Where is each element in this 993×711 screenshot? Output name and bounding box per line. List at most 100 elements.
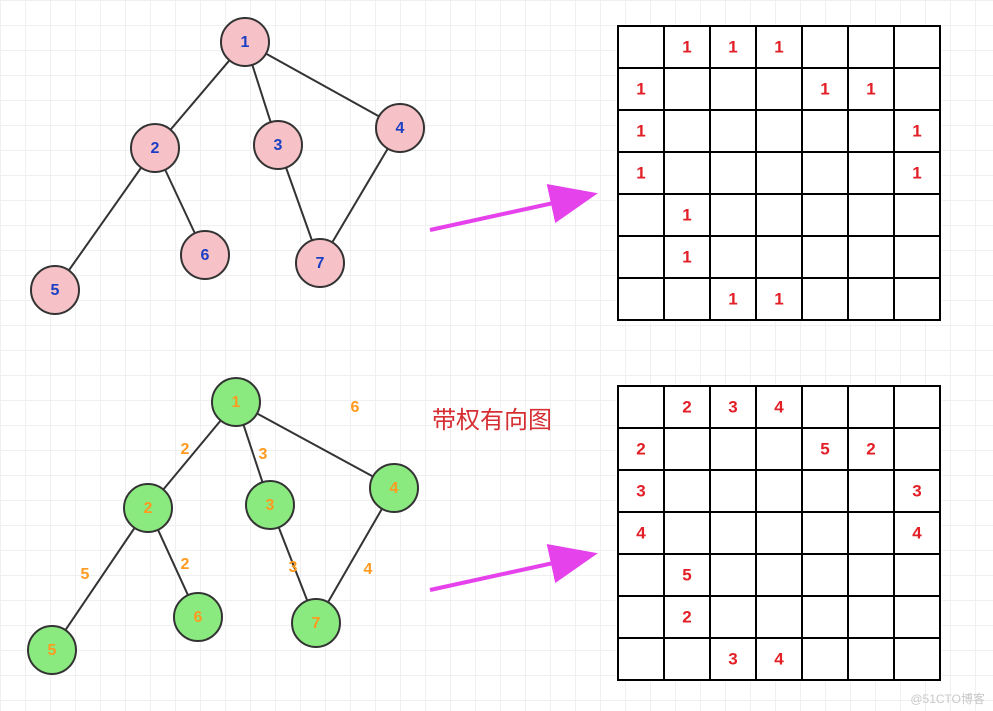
matrix-cell bbox=[664, 638, 710, 680]
matrix-cell bbox=[664, 278, 710, 320]
edge-weight: 6 bbox=[351, 399, 360, 416]
matrix-cell bbox=[756, 194, 802, 236]
matrix-cell bbox=[618, 236, 664, 278]
matrix-cell bbox=[802, 278, 848, 320]
matrix-cell bbox=[894, 596, 940, 638]
matrix-cell bbox=[618, 26, 664, 68]
matrix-cell bbox=[848, 152, 894, 194]
edge bbox=[171, 60, 230, 129]
matrix-cell bbox=[848, 554, 894, 596]
node-label: 3 bbox=[274, 137, 283, 154]
matrix-value: 2 bbox=[636, 439, 645, 458]
edge bbox=[328, 509, 382, 602]
matrix-value: 1 bbox=[682, 205, 691, 224]
node-label: 5 bbox=[48, 642, 57, 659]
matrix-cell bbox=[618, 554, 664, 596]
matrix-cell bbox=[618, 278, 664, 320]
edge-weight: 3 bbox=[259, 446, 268, 463]
matrix-cell bbox=[802, 152, 848, 194]
matrix-cell bbox=[894, 386, 940, 428]
matrix-cell bbox=[802, 554, 848, 596]
matrix-cell bbox=[802, 638, 848, 680]
matrix-value: 3 bbox=[912, 481, 921, 500]
matrix-cell bbox=[802, 512, 848, 554]
matrix-cell bbox=[618, 386, 664, 428]
matrix-cell bbox=[710, 596, 756, 638]
matrix-cell bbox=[710, 152, 756, 194]
matrix-cell bbox=[618, 638, 664, 680]
edge-weight: 2 bbox=[181, 441, 190, 458]
matrix-value: 2 bbox=[682, 397, 691, 416]
matrix-cell bbox=[848, 278, 894, 320]
edge bbox=[257, 413, 373, 476]
matrix-cell bbox=[894, 638, 940, 680]
watermark: @51CTO博客 bbox=[910, 690, 985, 707]
matrix-value: 1 bbox=[682, 37, 691, 56]
matrix-value: 3 bbox=[728, 397, 737, 416]
matrix-cell bbox=[894, 554, 940, 596]
matrix-cell bbox=[894, 428, 940, 470]
edge bbox=[332, 149, 388, 243]
edge-weight: 2 bbox=[181, 556, 190, 573]
node-label: 2 bbox=[144, 500, 153, 517]
matrix-value: 1 bbox=[636, 121, 645, 140]
matrix-cell bbox=[894, 68, 940, 110]
matrix-cell bbox=[710, 428, 756, 470]
matrix-cell bbox=[710, 68, 756, 110]
matrix-cell bbox=[664, 512, 710, 554]
edge bbox=[286, 168, 312, 241]
matrix-cell bbox=[894, 194, 940, 236]
matrix-cell bbox=[848, 638, 894, 680]
matrix-value: 1 bbox=[912, 121, 921, 140]
matrix-value: 1 bbox=[774, 37, 783, 56]
matrix-cell bbox=[756, 68, 802, 110]
node-label: 6 bbox=[201, 247, 210, 264]
matrix-value: 1 bbox=[912, 163, 921, 182]
edge bbox=[65, 528, 134, 630]
matrix-cell bbox=[756, 554, 802, 596]
matrix-cell bbox=[756, 110, 802, 152]
matrix-cell bbox=[894, 278, 940, 320]
matrix-value: 2 bbox=[682, 607, 691, 626]
matrix-cell bbox=[802, 470, 848, 512]
matrix-cell bbox=[756, 470, 802, 512]
node-label: 7 bbox=[316, 255, 325, 272]
matrix-cell bbox=[848, 194, 894, 236]
node-label: 4 bbox=[396, 120, 405, 137]
matrix-cell bbox=[848, 512, 894, 554]
matrix-value: 1 bbox=[820, 79, 829, 98]
matrix-cell bbox=[848, 470, 894, 512]
matrix-value: 4 bbox=[912, 523, 922, 542]
matrix-value: 2 bbox=[866, 439, 875, 458]
node-label: 2 bbox=[151, 140, 160, 157]
matrix-cell bbox=[756, 596, 802, 638]
matrix-cell bbox=[756, 236, 802, 278]
node-label: 1 bbox=[232, 394, 241, 411]
matrix-cell bbox=[848, 236, 894, 278]
edge-weight: 4 bbox=[364, 561, 373, 578]
matrix-value: 1 bbox=[636, 163, 645, 182]
matrix-value: 4 bbox=[636, 523, 646, 542]
matrix-cell bbox=[894, 236, 940, 278]
edge-weight: 3 bbox=[289, 559, 298, 576]
edge bbox=[165, 170, 195, 234]
matrix-value: 5 bbox=[820, 439, 829, 458]
matrix-cell bbox=[802, 236, 848, 278]
matrix-value: 1 bbox=[774, 289, 783, 308]
arrow bbox=[430, 555, 590, 590]
matrix-cell bbox=[618, 194, 664, 236]
matrix-cell bbox=[664, 152, 710, 194]
node-label: 4 bbox=[390, 480, 399, 497]
matrix-cell bbox=[802, 26, 848, 68]
edge bbox=[69, 168, 141, 271]
matrix-cell bbox=[848, 596, 894, 638]
matrix-cell bbox=[848, 386, 894, 428]
matrix-cell bbox=[710, 110, 756, 152]
bottom-caption: 带权有向图 bbox=[432, 400, 552, 435]
matrix-cell bbox=[710, 470, 756, 512]
arrow bbox=[430, 195, 590, 230]
matrix-cell bbox=[756, 152, 802, 194]
matrix-value: 1 bbox=[728, 37, 737, 56]
matrix-value: 1 bbox=[728, 289, 737, 308]
matrix-value: 3 bbox=[728, 649, 737, 668]
